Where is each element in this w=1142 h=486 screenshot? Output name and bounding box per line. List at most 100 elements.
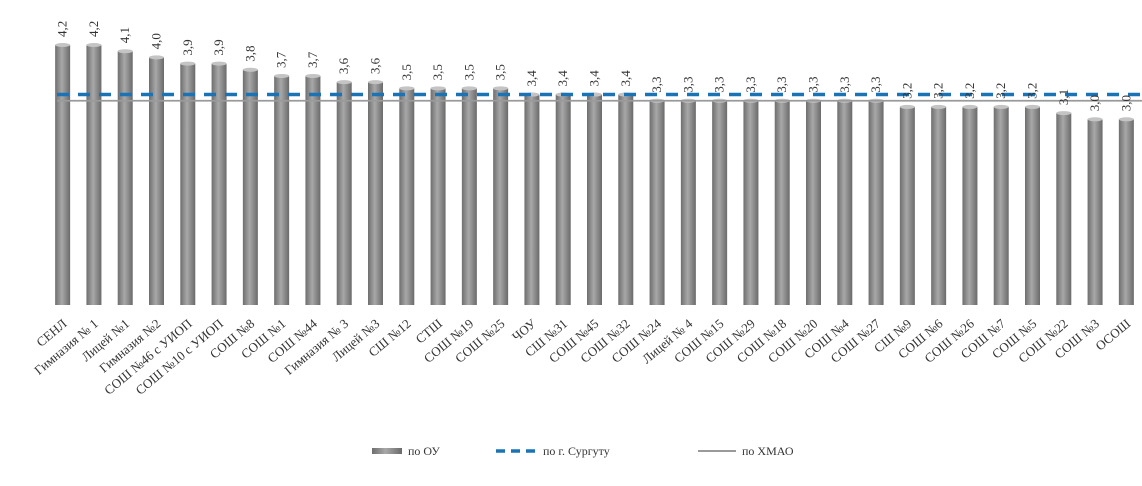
bar-top	[336, 80, 352, 85]
bar-top	[149, 55, 164, 60]
bar	[524, 94, 540, 306]
value-label: 3,0	[1087, 95, 1102, 111]
bar-top	[117, 49, 133, 54]
value-label: 3,1	[1056, 89, 1071, 105]
bar	[399, 88, 415, 305]
value-label: 3,7	[305, 51, 320, 68]
bar-top	[86, 43, 102, 47]
bar	[368, 82, 383, 306]
bar	[86, 45, 102, 305]
bar	[211, 63, 227, 306]
bar-top	[399, 86, 415, 91]
value-label: 3,3	[743, 76, 758, 92]
value-label: 3,8	[242, 46, 257, 62]
bar-top	[242, 67, 258, 72]
value-label: 3,9	[211, 39, 226, 55]
bar	[899, 106, 915, 306]
value-label: 3,5	[430, 64, 445, 80]
bar	[712, 100, 728, 305]
legend-swatch-ou	[372, 448, 402, 454]
bar-top	[461, 86, 477, 91]
value-label: 3,2	[962, 83, 977, 99]
value-label: 3,5	[461, 64, 476, 80]
value-label: 3,4	[587, 70, 602, 87]
bar-top	[55, 43, 71, 47]
value-label: 4,2	[86, 21, 101, 37]
bar-top	[1056, 111, 1072, 116]
value-label: 3,7	[274, 51, 289, 68]
bar	[743, 100, 759, 305]
bar	[774, 100, 790, 305]
bar	[430, 88, 446, 305]
legend-label-ou: по ОУ	[408, 444, 440, 458]
bar	[336, 82, 352, 306]
value-label: 3,4	[524, 70, 539, 87]
bar	[1025, 106, 1040, 306]
bar	[555, 94, 571, 306]
value-label: 3,3	[868, 76, 883, 92]
bar-top	[1025, 104, 1040, 109]
legend-label-hmao: по ХМАО	[742, 444, 794, 458]
legend-label-surgut: по г. Сургуту	[543, 444, 610, 458]
bar	[305, 75, 321, 305]
value-label: 3,5	[399, 64, 414, 80]
value-label: 3,3	[649, 76, 664, 92]
value-label: 3,6	[336, 57, 351, 74]
value-label: 3,3	[837, 76, 852, 92]
bar-top	[1087, 117, 1103, 122]
value-label: 3,3	[712, 76, 727, 92]
bar-top	[962, 104, 978, 109]
bar	[493, 88, 509, 305]
category-label: ОСОШ	[1092, 316, 1133, 354]
bar	[868, 100, 884, 305]
value-label: 4,1	[117, 27, 132, 43]
bar	[1087, 119, 1103, 306]
bar-top	[180, 61, 196, 66]
bar	[180, 63, 196, 306]
value-label: 3,9	[180, 39, 195, 55]
bar-top	[931, 104, 947, 109]
bar	[1056, 113, 1072, 305]
value-label: 3,3	[774, 76, 789, 92]
value-label: 3,4	[618, 70, 633, 87]
bar	[149, 57, 164, 305]
bar	[55, 45, 71, 305]
bar-top	[899, 104, 915, 109]
bar	[649, 100, 665, 305]
value-label: 3,2	[899, 83, 914, 99]
bars-group	[55, 43, 1134, 306]
bar-top	[993, 104, 1009, 109]
bar-top	[211, 61, 227, 66]
value-labels: 4,2 4,2 4,1 4,0 3,9 3,9 3,8 3,7 3,7 3,6 3,6 3,5 3,5 3…	[55, 21, 1134, 112]
reference-lines	[57, 92, 1142, 102]
bar	[806, 100, 821, 305]
value-label: 3,2	[1025, 83, 1040, 99]
bar	[931, 106, 947, 306]
value-label: 3,0	[1118, 95, 1133, 111]
bar	[461, 88, 477, 305]
bar	[587, 94, 602, 306]
bar	[618, 94, 634, 306]
legend: по ОУ по г. Сургуту по ХМАО	[372, 444, 794, 458]
bar	[993, 106, 1009, 306]
value-label: 3,4	[555, 70, 570, 87]
value-label: 3,5	[493, 64, 508, 80]
value-label: 3,2	[931, 83, 946, 99]
bar	[274, 75, 290, 305]
bar-top	[1118, 117, 1134, 122]
bar-top	[493, 86, 509, 91]
bar-top	[305, 73, 321, 78]
bar	[242, 69, 258, 305]
value-label: 4,0	[149, 33, 164, 49]
bar	[680, 100, 696, 305]
bar	[837, 100, 853, 305]
bar	[962, 106, 978, 306]
bar	[1118, 119, 1134, 306]
value-label: 3,3	[806, 76, 821, 92]
value-label: 3,2	[993, 83, 1008, 99]
bar-top	[430, 86, 446, 91]
value-label: 3,6	[368, 57, 383, 74]
value-label: 3,3	[680, 76, 695, 92]
